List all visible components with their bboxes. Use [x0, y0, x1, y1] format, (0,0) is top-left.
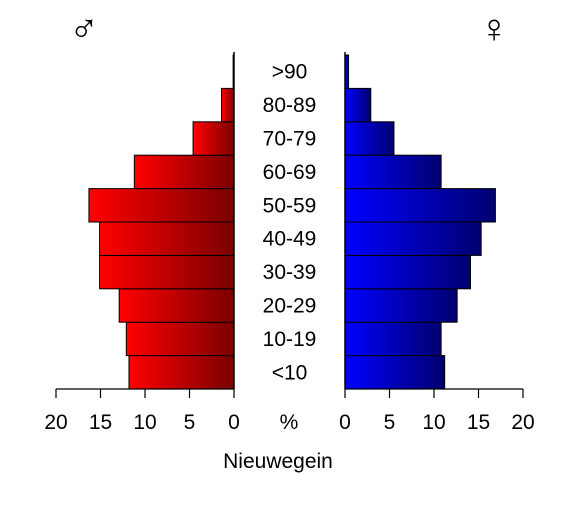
male-axis-tick-label: 5 — [184, 411, 196, 434]
age-group-labels: <10 10-19 20-29 30-39 40-49 50-59 60-69 70-79 80… — [263, 61, 317, 385]
male-bar — [192, 121, 235, 156]
male-axis-tick-label: 20 — [44, 411, 67, 434]
female-bar — [344, 188, 496, 223]
female-bar — [344, 221, 482, 256]
male-axis: 20 15 10 5 0 — [44, 388, 240, 434]
age-group-label: 30-39 — [263, 261, 317, 284]
percent-unit-label: % — [280, 411, 299, 434]
female-bars — [344, 52, 496, 390]
female-bar — [344, 355, 446, 390]
female-bar — [344, 121, 395, 156]
male-bars — [88, 52, 235, 390]
male-axis-tick-label: 0 — [228, 411, 240, 434]
male-bar — [125, 321, 235, 357]
female-bar — [344, 254, 471, 290]
male-bar — [88, 188, 235, 223]
male-axis-tick-label: 15 — [89, 411, 112, 434]
female-bar — [344, 288, 458, 323]
male-bar — [118, 288, 235, 323]
female-axis: 0 5 10 15 20 — [339, 388, 535, 434]
age-group-label: 70-79 — [263, 128, 317, 151]
age-group-label: 50-59 — [263, 194, 317, 217]
female-symbol: ♀ — [479, 7, 509, 51]
female-axis-tick-label: 5 — [384, 411, 396, 434]
male-axis-tick-label: 10 — [133, 411, 156, 434]
male-bar — [99, 254, 235, 290]
age-group-label: 80-89 — [263, 94, 317, 117]
age-group-label: 10-19 — [263, 328, 317, 351]
male-bar — [99, 221, 235, 256]
x-axis-title: Nieuwegein — [223, 450, 333, 473]
female-axis-tick-label: 0 — [339, 411, 351, 434]
age-group-label: 60-69 — [263, 161, 317, 184]
female-bar — [344, 87, 372, 123]
male-symbol: ♂ — [69, 7, 99, 51]
female-bar — [344, 321, 442, 357]
female-bar — [344, 154, 442, 190]
age-group-label: >90 — [272, 61, 308, 84]
age-group-label: 20-29 — [263, 295, 317, 318]
age-group-label: 40-49 — [263, 228, 317, 251]
male-bar — [128, 355, 235, 390]
female-axis-tick-label: 10 — [422, 411, 445, 434]
male-bar — [221, 87, 235, 123]
female-axis-tick-label: 15 — [467, 411, 490, 434]
female-axis-tick-label: 20 — [511, 411, 534, 434]
age-group-label: <10 — [272, 361, 308, 384]
male-bar — [133, 154, 235, 190]
